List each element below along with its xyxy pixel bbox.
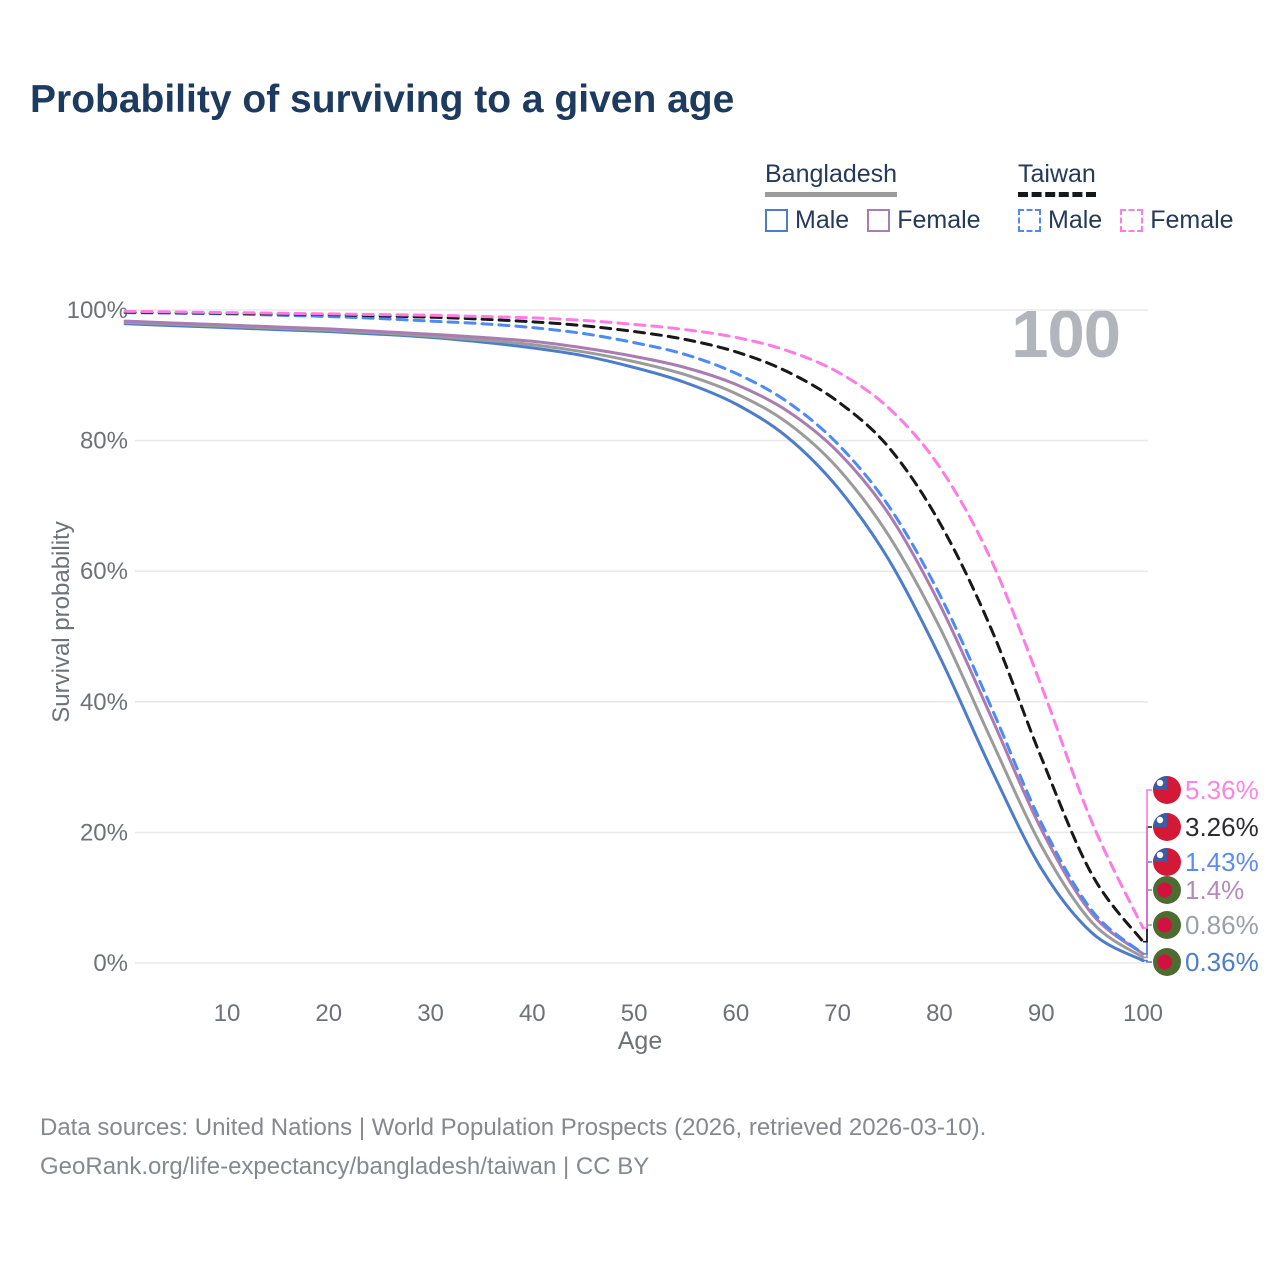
y-tick-label: 100% (67, 297, 128, 324)
x-tick-label: 100 (1123, 1000, 1163, 1027)
checkbox-icon (867, 209, 891, 232)
series-line-bangladesh-total[interactable] (123, 320, 1145, 959)
page-title: Probability of surviving to a given age (30, 78, 735, 121)
series-line-taiwan-total[interactable] (123, 310, 1145, 944)
legend-item-label: Female (897, 206, 981, 234)
y-tick-label: 40% (80, 689, 128, 716)
legend-item-label: Female (1150, 206, 1234, 234)
end-label-bangladesh-male: 0.36% (1185, 947, 1259, 977)
legend-items-taiwan: Male Female (1018, 206, 1234, 235)
x-tick-label: 10 (214, 1000, 241, 1027)
legend-item-label: Male (795, 206, 850, 234)
legend-item-bangladesh-female[interactable]: Female (867, 206, 981, 235)
x-axis-label: Age (617, 1027, 663, 1055)
series-line-bangladesh-male[interactable] (123, 322, 1145, 963)
legend-group-taiwan: Taiwan Male Female (1018, 160, 1234, 235)
checkbox-icon (765, 209, 788, 232)
series-line-bangladesh-female[interactable] (123, 319, 1145, 956)
legend-header-bangladesh[interactable]: Bangladesh (765, 160, 898, 197)
leader-line-taiwan-female (1143, 789, 1152, 929)
leader-line-bangladesh-male (1143, 959, 1152, 963)
legend-item-bangladesh-male[interactable]: Male (765, 206, 849, 235)
series-line-taiwan-male[interactable] (123, 311, 1145, 956)
flag-icon-taiwan-sun (1156, 779, 1164, 787)
checkbox-icon (1018, 209, 1041, 232)
flag-icon-taiwan-sun (1156, 851, 1164, 859)
flag-icon-bangladesh-dot (1157, 917, 1172, 933)
x-tick-label: 40 (519, 1000, 546, 1027)
series-line-taiwan-female[interactable] (123, 309, 1145, 930)
y-axis-label: Survival probability (48, 521, 75, 723)
footer-license-line: GeoRank.org/life-expectancy/bangladesh/t… (40, 1153, 650, 1180)
end-label-taiwan-male: 1.43% (1185, 847, 1259, 877)
legend-items-bangladesh: Male Female (765, 206, 981, 235)
flag-icon-bangladesh-dot (1157, 882, 1172, 898)
footer-source-line: Data sources: United Nations | World Pop… (40, 1114, 987, 1141)
end-label-bangladesh-female: 1.4% (1185, 875, 1244, 905)
flag-icon-bangladesh-dot (1157, 954, 1172, 970)
x-tick-label: 70 (824, 1000, 851, 1027)
x-tick-label: 90 (1028, 1000, 1055, 1027)
y-tick-label: 80% (80, 428, 128, 455)
legend-item-taiwan-female[interactable]: Female (1120, 206, 1234, 235)
flag-icon-taiwan-sun (1156, 816, 1164, 824)
legend-item-label: Male (1048, 206, 1103, 234)
end-label-taiwan-total: 3.26% (1185, 812, 1259, 842)
end-label-taiwan-female: 5.36% (1185, 775, 1259, 805)
y-tick-label: 20% (80, 819, 128, 846)
x-tick-label: 80 (926, 1000, 953, 1027)
checkbox-icon (1120, 209, 1144, 232)
x-tick-label: 20 (315, 1000, 342, 1027)
footer: Data sources: United Nations | World Pop… (40, 1108, 986, 1186)
y-tick-label: 0% (93, 950, 128, 977)
legend-header-taiwan[interactable]: Taiwan (1018, 160, 1096, 197)
end-label-bangladesh-total: 0.86% (1185, 910, 1259, 940)
x-tick-label: 30 (417, 1000, 444, 1027)
y-tick-label: 60% (80, 558, 128, 585)
legend-item-taiwan-male[interactable]: Male (1018, 206, 1102, 235)
legend-group-bangladesh: Bangladesh Male Female (765, 160, 981, 235)
x-tick-label: 60 (723, 1000, 750, 1027)
x-tick-label: 50 (621, 1000, 648, 1027)
